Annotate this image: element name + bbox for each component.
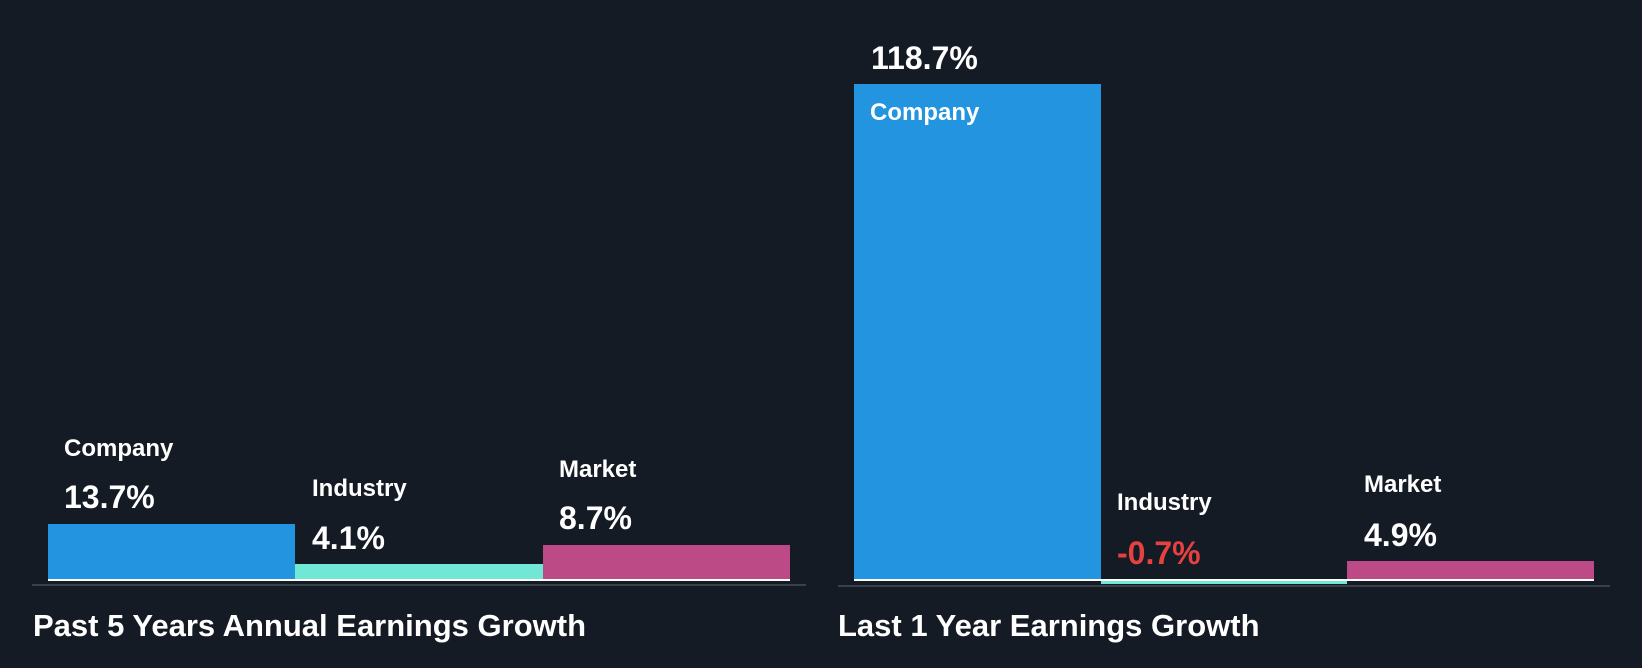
bar-label-industry: Industry — [1117, 489, 1212, 516]
bar-label-company: Company — [870, 99, 980, 126]
bar-market — [1347, 561, 1594, 579]
bar-value-industry: 4.1% — [312, 520, 385, 556]
bar-label-market: Market — [1364, 471, 1442, 498]
bar-label-industry: Industry — [312, 475, 407, 502]
bar-label-company: Company — [64, 435, 174, 462]
x-axis — [32, 584, 806, 586]
bar-industry — [1101, 581, 1347, 584]
bar-company — [48, 524, 295, 579]
bar-company — [854, 84, 1101, 579]
chart-title: Past 5 Years Annual Earnings Growth — [33, 608, 587, 643]
bar-baseline — [48, 579, 790, 581]
bar-baseline — [854, 579, 1594, 581]
bar-value-market: 8.7% — [559, 500, 632, 536]
chart-title: Last 1 Year Earnings Growth — [838, 608, 1260, 643]
bar-value-market: 4.9% — [1364, 517, 1437, 553]
x-axis — [838, 585, 1610, 587]
bar-value-company: 13.7% — [64, 479, 155, 515]
bar-value-company: 118.7% — [871, 40, 978, 76]
bar-value-industry: -0.7% — [1117, 535, 1201, 571]
bar-label-market: Market — [559, 456, 637, 483]
chart-past-5-years: Company 13.7% Industry 4.1% Market 8.7% … — [0, 0, 820, 668]
bar-industry — [295, 564, 543, 579]
bar-market — [543, 545, 790, 579]
